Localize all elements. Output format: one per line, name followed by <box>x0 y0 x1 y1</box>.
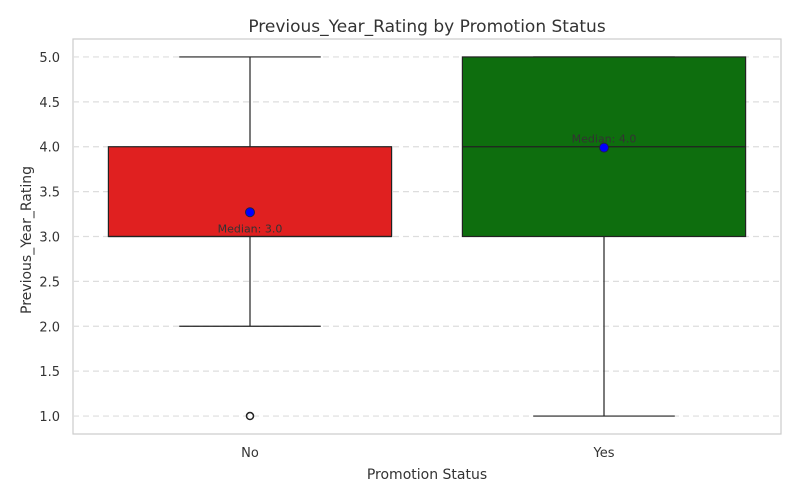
y-tick-label: 5.0 <box>39 51 60 66</box>
boxes: Median: 3.0 Median: 4.0 <box>107 56 747 421</box>
y-axis-label: Previous_Year_Rating <box>19 166 35 314</box>
median-label: Median: 3.0 <box>218 223 283 236</box>
y-tick-label: 4.0 <box>39 141 60 156</box>
y-tick-label: 4.5 <box>39 96 60 111</box>
x-tick-label: Yes <box>593 446 615 461</box>
x-tick-label: No <box>241 446 259 461</box>
iqr-box <box>107 146 393 238</box>
y-tick-label: 2.5 <box>39 275 60 290</box>
outlier-point <box>245 411 255 421</box>
box-group-no: Median: 3.0 <box>107 56 393 421</box>
y-tick-label: 3.0 <box>39 231 60 246</box>
box-group-yes: Median: 4.0 <box>461 56 747 417</box>
y-tick-label: 2.0 <box>39 320 60 335</box>
mean-marker <box>245 207 255 218</box>
median-label: Median: 4.0 <box>572 133 637 146</box>
mean-marker <box>599 142 609 153</box>
y-tick-label: 1.0 <box>39 410 60 425</box>
x-tick-labels: No Yes <box>241 446 615 461</box>
chart-title: Previous_Year_Rating by Promotion Status <box>248 17 606 37</box>
y-tick-label: 3.5 <box>39 186 60 201</box>
y-tick-labels: 1.0 1.5 2.0 2.5 3.0 3.5 4.0 4.5 5.0 <box>39 51 60 425</box>
x-axis-label: Promotion Status <box>367 467 487 483</box>
y-tick-label: 1.5 <box>39 365 60 380</box>
